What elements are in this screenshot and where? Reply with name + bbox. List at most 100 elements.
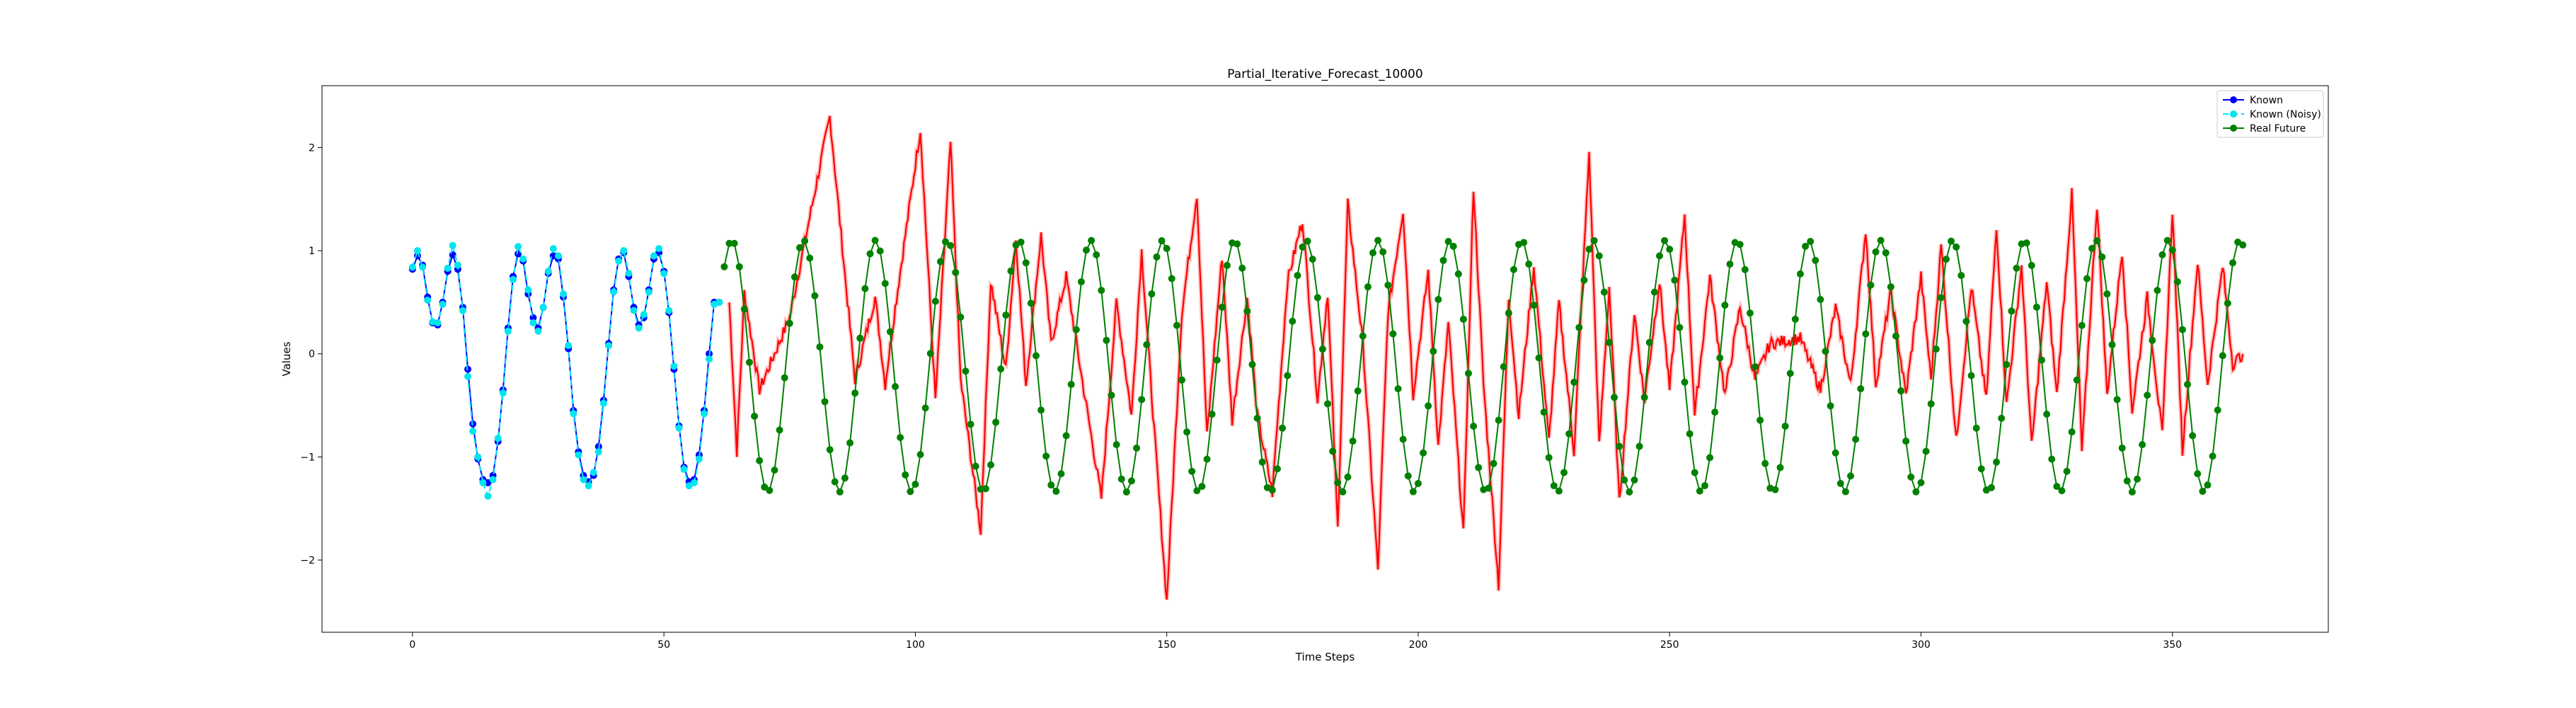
real-future-point [1148,290,1156,298]
x-tick-label: 0 [409,639,415,651]
real-future-point [1616,442,1623,450]
real-future-point [1977,465,1985,473]
x-tick-label: 250 [1660,639,1679,651]
real-future-point [720,263,728,270]
real-future-point [967,421,974,428]
real-future-point [2032,303,2040,311]
real-future-point [931,297,939,305]
known-noisy-point [449,241,456,249]
real-future-point [1621,476,1628,484]
real-future-point [1741,266,1749,273]
real-future-point [1243,307,1251,315]
real-future-point [1776,464,1784,472]
real-future-point [881,280,889,287]
real-future-point [1112,440,1120,448]
known-noisy-point [575,451,582,459]
known-noisy-point [670,362,678,370]
known-noisy-point [680,465,688,473]
real-future-point [1927,400,1935,408]
real-future-point [987,461,994,469]
real-future-point [1902,438,1910,445]
real-future-point [2023,239,2030,247]
real-future-point [1721,302,1729,309]
real-future-point [781,374,788,382]
real-future-point [1520,239,1528,246]
real-future-point [2139,440,2146,448]
real-future-point [1746,309,1754,317]
real-future-point [1374,236,1382,244]
known-noisy-point [585,482,592,490]
real-future-point [1585,246,1593,253]
real-future-point [1083,246,1090,254]
real-future-point [1203,455,1211,463]
real-future-point [1163,244,1171,252]
legend: Known Known (Noisy) Real Future [2216,90,2324,138]
real-future-point [1987,484,1995,491]
real-future-point [1384,281,1392,289]
legend-label: Real Future [2250,123,2306,135]
real-future-point [2073,376,2081,384]
real-future-point [1454,270,1462,278]
real-future-point [1631,476,1638,484]
real-future-point [1656,252,1663,260]
real-future-point [1832,449,1839,457]
real-future-point [730,239,738,247]
real-future-point [2204,481,2212,489]
real-future-point [1948,237,1955,245]
known-noisy-point [510,275,517,283]
real-future-point [1666,246,1674,253]
real-future-point [947,241,955,249]
real-future-point [1389,330,1397,338]
known-noisy-point [610,288,618,296]
real-future-point [1661,236,1669,244]
real-future-point [2083,275,2091,282]
real-future-point [1937,294,1945,302]
real-future-point [1459,315,1467,323]
known-noisy-point [580,476,587,484]
real-future-point [1796,270,1804,278]
real-future-point [1108,392,1115,399]
known-noisy-point [640,311,648,319]
real-future-point [2214,406,2221,414]
real-future-point [2088,244,2096,252]
real-future-point [1882,249,1890,257]
real-future-point [1852,435,1860,443]
real-future-point [1696,487,1703,495]
real-future-point [1183,428,1191,436]
real-future-point [1198,483,1206,491]
real-future-point [2229,259,2236,267]
real-future-point [942,238,950,246]
real-future-point [952,268,960,276]
real-future-point [1802,242,1810,250]
known-noisy-point [529,319,537,327]
known-noisy-point [424,296,432,304]
known-noisy-point [635,324,643,332]
real-future-point [1017,238,1025,246]
known-noisy-point [454,261,461,269]
real-future-point [982,485,989,493]
real-future-point [2149,336,2156,344]
real-future-point [836,488,844,496]
y-tick-label: 2 [309,142,315,154]
real-future-point [1897,387,1905,395]
known-noisy-point [675,424,683,432]
real-future-point [725,239,733,247]
real-future-point [1701,482,1708,490]
real-future-point [1444,238,1452,246]
known-noisy-point [695,455,703,463]
known-noisy-point [625,270,633,278]
real-future-point [1867,281,1875,289]
real-future-point [1716,354,1724,362]
real-future-point [2063,467,2071,475]
legend-marker [2230,96,2237,103]
real-future-point [1369,249,1376,257]
real-future-point [1555,487,1563,495]
real-future-point [1098,287,1105,295]
real-future-point [735,263,743,270]
real-future-point [1193,487,1201,495]
real-future-point [1565,430,1573,438]
real-future-point [1420,449,1427,457]
real-future-point [871,236,879,244]
real-future-point [1626,488,1633,496]
